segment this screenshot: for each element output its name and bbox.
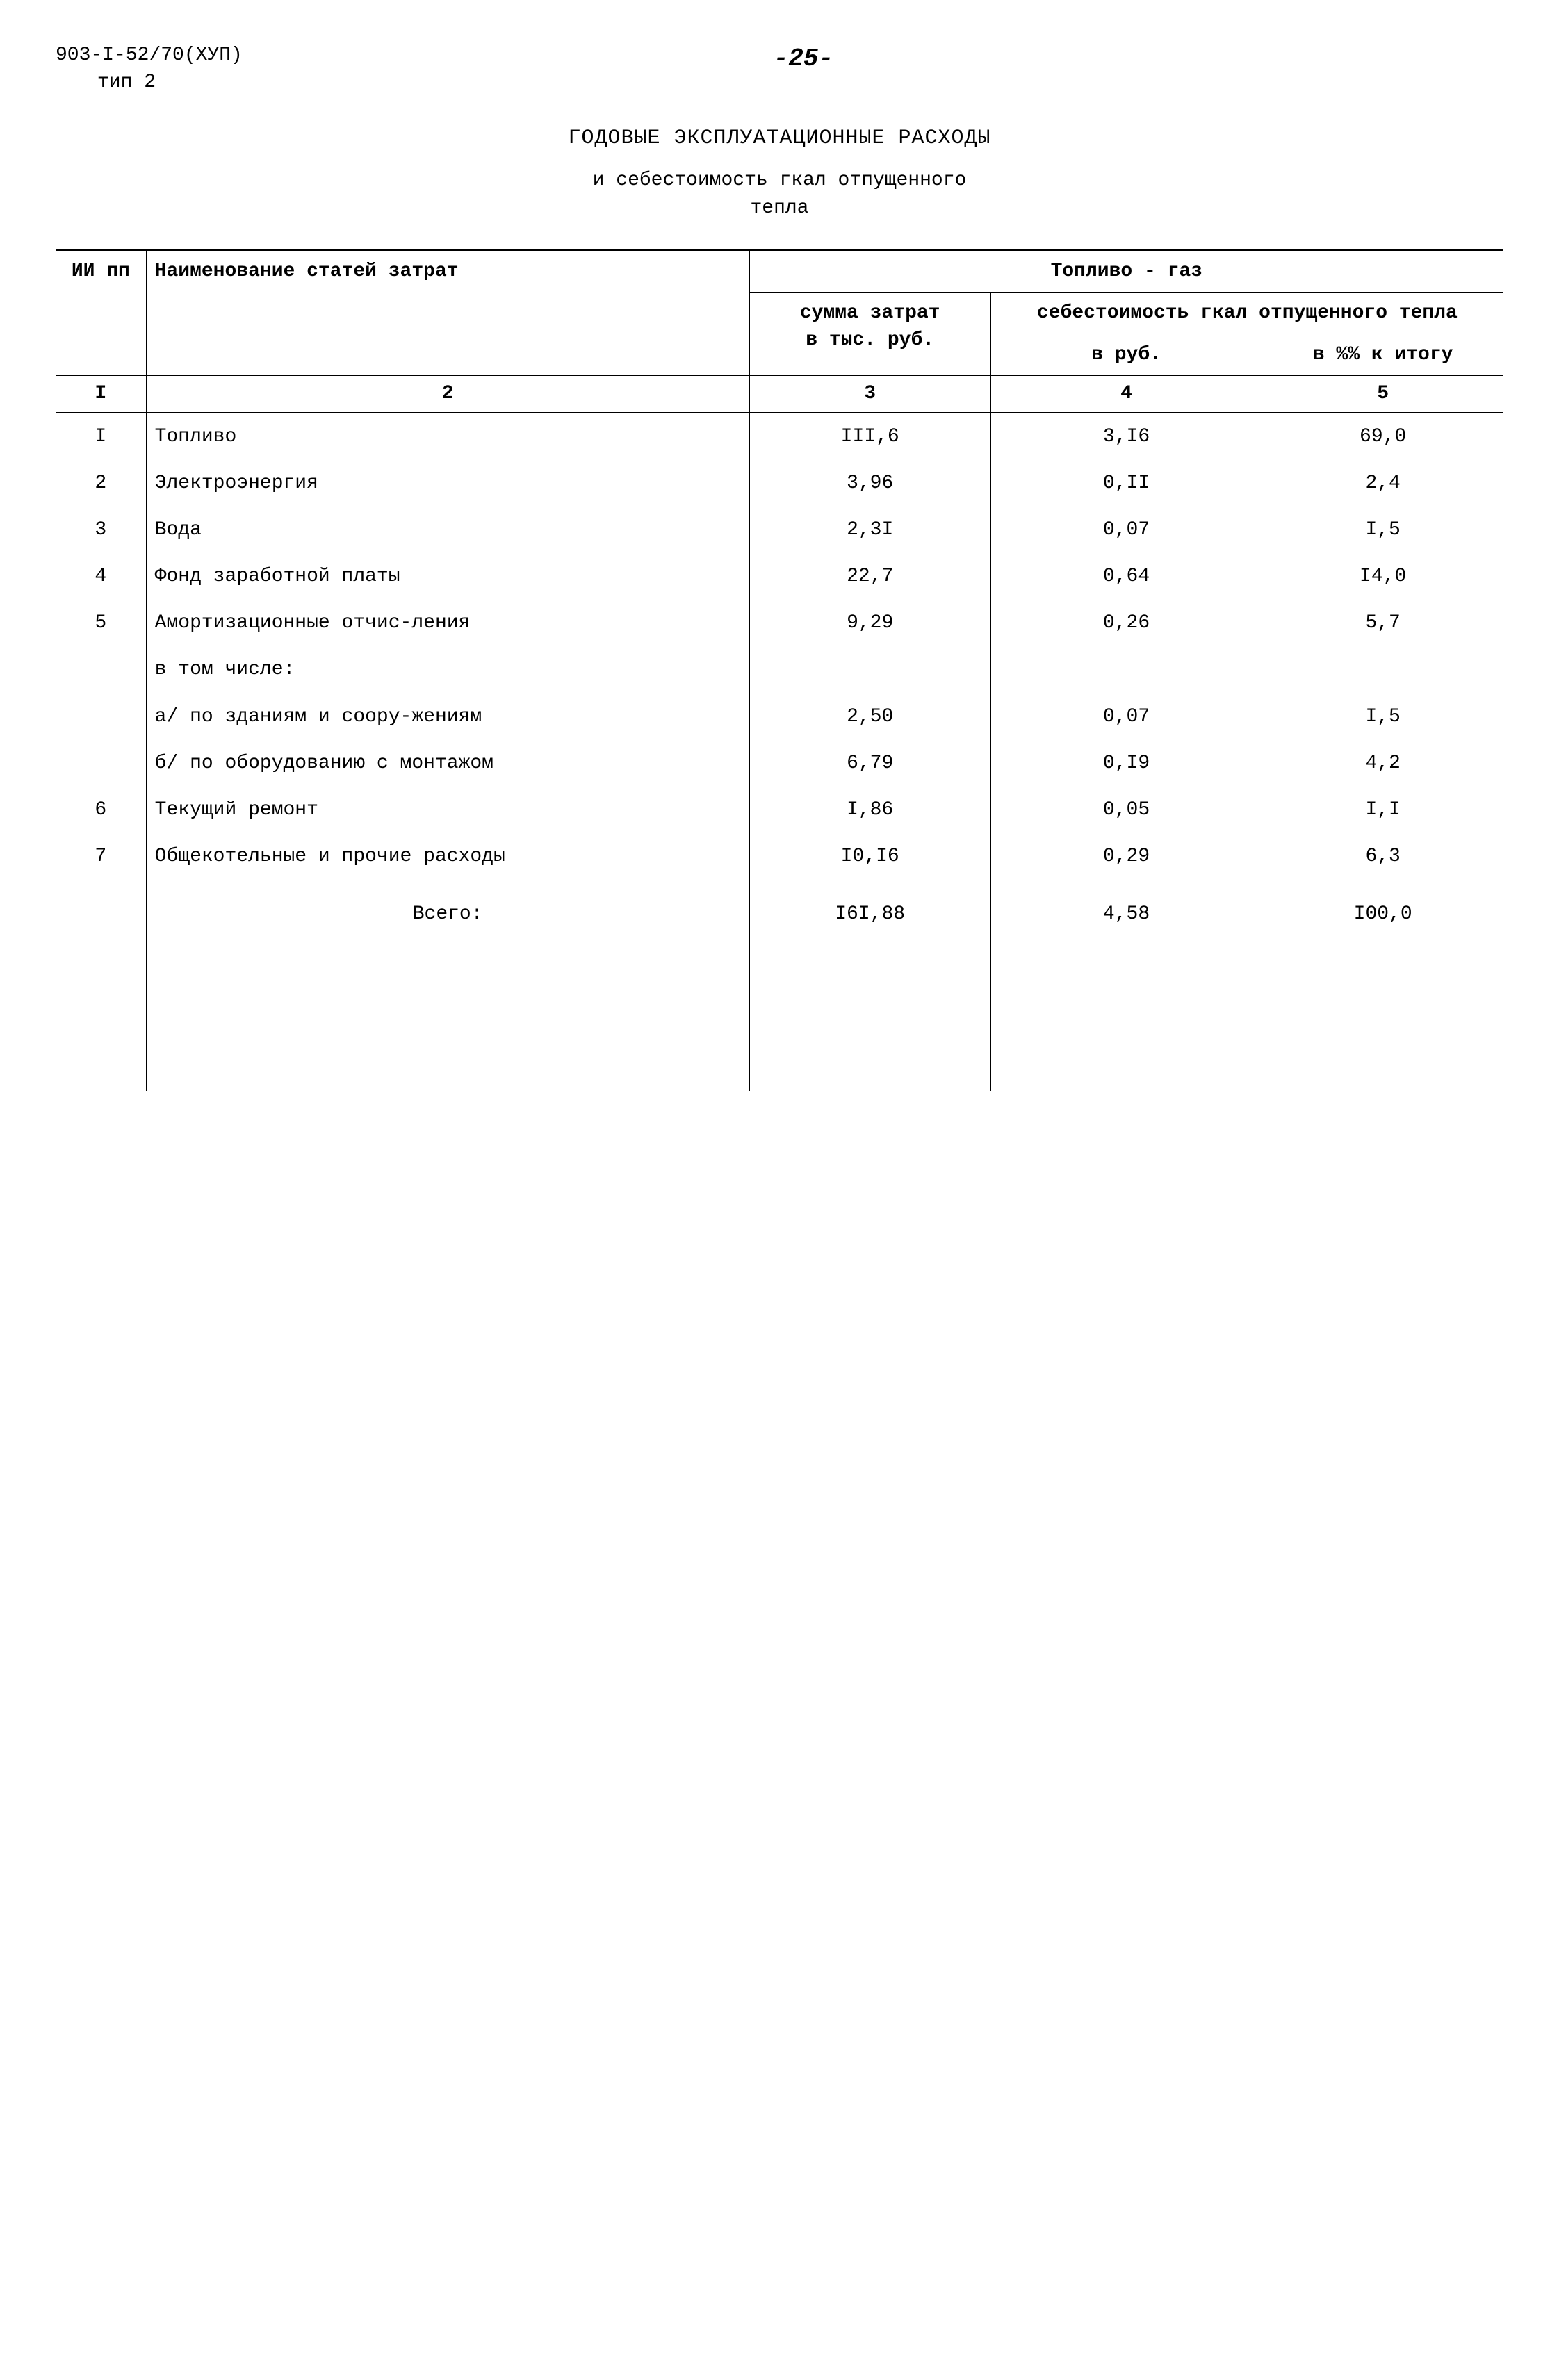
row-name: Амортизационные отчис-ления	[146, 600, 749, 646]
row-sum: 22,7	[749, 553, 990, 600]
row-num	[56, 740, 146, 787]
total-pct: I00,0	[1262, 880, 1503, 937]
table-row: 7Общекотельные и прочие расходыI0,I60,29…	[56, 833, 1503, 880]
row-num: 3	[56, 507, 146, 553]
table-row: в том числе:	[56, 646, 1503, 693]
row-rub: 0,07	[990, 507, 1262, 553]
row-num	[56, 646, 146, 693]
row-pct: I,5	[1262, 507, 1503, 553]
row-pct: I,I	[1262, 787, 1503, 833]
header-col-num: ИИ пп	[56, 250, 146, 376]
document-code: 903-I-52/70(ХУП) тип 2	[56, 42, 243, 96]
tail-row	[56, 938, 1503, 1091]
document-subtitle: и себестоимость гкал отпущенного тепла	[56, 167, 1503, 221]
row-sum: 9,29	[749, 600, 990, 646]
row-rub: 0,64	[990, 553, 1262, 600]
header-cost-group: себестоимость гкал отпущенного тепла	[990, 292, 1503, 334]
row-rub: 0,II	[990, 460, 1262, 507]
row-pct: 6,3	[1262, 833, 1503, 880]
colnum-2: 2	[146, 376, 749, 413]
row-rub: 0,29	[990, 833, 1262, 880]
colnum-1: I	[56, 376, 146, 413]
header-fuel-group: Топливо - газ	[749, 250, 1503, 293]
row-num: 6	[56, 787, 146, 833]
header-col-rub: в руб.	[990, 334, 1262, 376]
header-col-pct: в %% к итогу	[1262, 334, 1503, 376]
subtitle-line2: тепла	[750, 197, 808, 219]
row-num	[56, 694, 146, 740]
row-num: 4	[56, 553, 146, 600]
row-pct: I,5	[1262, 694, 1503, 740]
table-row: IТопливоIII,63,I669,0	[56, 413, 1503, 460]
total-empty	[56, 880, 146, 937]
row-name: Топливо	[146, 413, 749, 460]
total-sum: I6I,88	[749, 880, 990, 937]
header-col-name: Наименование статей затрат	[146, 250, 749, 376]
colnum-4: 4	[990, 376, 1262, 413]
row-sum: I0,I6	[749, 833, 990, 880]
row-pct: 5,7	[1262, 600, 1503, 646]
row-rub: 0,26	[990, 600, 1262, 646]
header-col-sum: сумма затрат в тыс. руб.	[749, 292, 990, 375]
row-pct: 4,2	[1262, 740, 1503, 787]
table-row: а/ по зданиям и соору-жениям2,500,07I,5	[56, 694, 1503, 740]
row-num: 7	[56, 833, 146, 880]
expenses-table: ИИ пп Наименование статей затрат Топливо…	[56, 249, 1503, 1091]
row-num: 2	[56, 460, 146, 507]
row-sum: III,6	[749, 413, 990, 460]
table-row: 5Амортизационные отчис-ления9,290,265,7	[56, 600, 1503, 646]
row-name: Электроэнергия	[146, 460, 749, 507]
total-rub: 4,58	[990, 880, 1262, 937]
row-rub: 0,07	[990, 694, 1262, 740]
row-sum: 3,96	[749, 460, 990, 507]
table-row: 2Электроэнергия3,960,II2,4	[56, 460, 1503, 507]
table-row: б/ по оборудованию с монтажом6,790,I94,2	[56, 740, 1503, 787]
subtitle-line1: и себестоимость гкал отпущенного	[593, 170, 967, 191]
row-sum: 6,79	[749, 740, 990, 787]
row-pct: 2,4	[1262, 460, 1503, 507]
row-pct: 69,0	[1262, 413, 1503, 460]
row-name: в том числе:	[146, 646, 749, 693]
row-name: Общекотельные и прочие расходы	[146, 833, 749, 880]
row-pct	[1262, 646, 1503, 693]
row-rub: 0,I9	[990, 740, 1262, 787]
document-title: ГОДОВЫЕ ЭКСПЛУАТАЦИОННЫЕ РАСХОДЫ	[56, 124, 1503, 153]
colnum-3: 3	[749, 376, 990, 413]
row-sum	[749, 646, 990, 693]
row-name: Вода	[146, 507, 749, 553]
row-name: б/ по оборудованию с монтажом	[146, 740, 749, 787]
row-name: Текущий ремонт	[146, 787, 749, 833]
row-num: I	[56, 413, 146, 460]
row-sum: 2,3I	[749, 507, 990, 553]
row-rub: 0,05	[990, 787, 1262, 833]
row-num: 5	[56, 600, 146, 646]
total-row: Всего:I6I,884,58I00,0	[56, 880, 1503, 937]
doc-code-line1: 903-I-52/70(ХУП)	[56, 42, 243, 69]
table-row: 6Текущий ремонтI,860,05I,I	[56, 787, 1503, 833]
row-name: а/ по зданиям и соору-жениям	[146, 694, 749, 740]
page-number: -25-	[243, 42, 1503, 76]
table-row: 3Вода2,3I0,07I,5	[56, 507, 1503, 553]
row-sum: 2,50	[749, 694, 990, 740]
total-label: Всего:	[146, 880, 749, 937]
doc-code-line2: тип 2	[56, 69, 243, 96]
row-name: Фонд заработной платы	[146, 553, 749, 600]
row-rub: 3,I6	[990, 413, 1262, 460]
table-row: 4Фонд заработной платы22,70,64I4,0	[56, 553, 1503, 600]
row-rub	[990, 646, 1262, 693]
row-sum: I,86	[749, 787, 990, 833]
row-pct: I4,0	[1262, 553, 1503, 600]
document-header: 903-I-52/70(ХУП) тип 2 -25-	[56, 42, 1503, 96]
colnum-5: 5	[1262, 376, 1503, 413]
